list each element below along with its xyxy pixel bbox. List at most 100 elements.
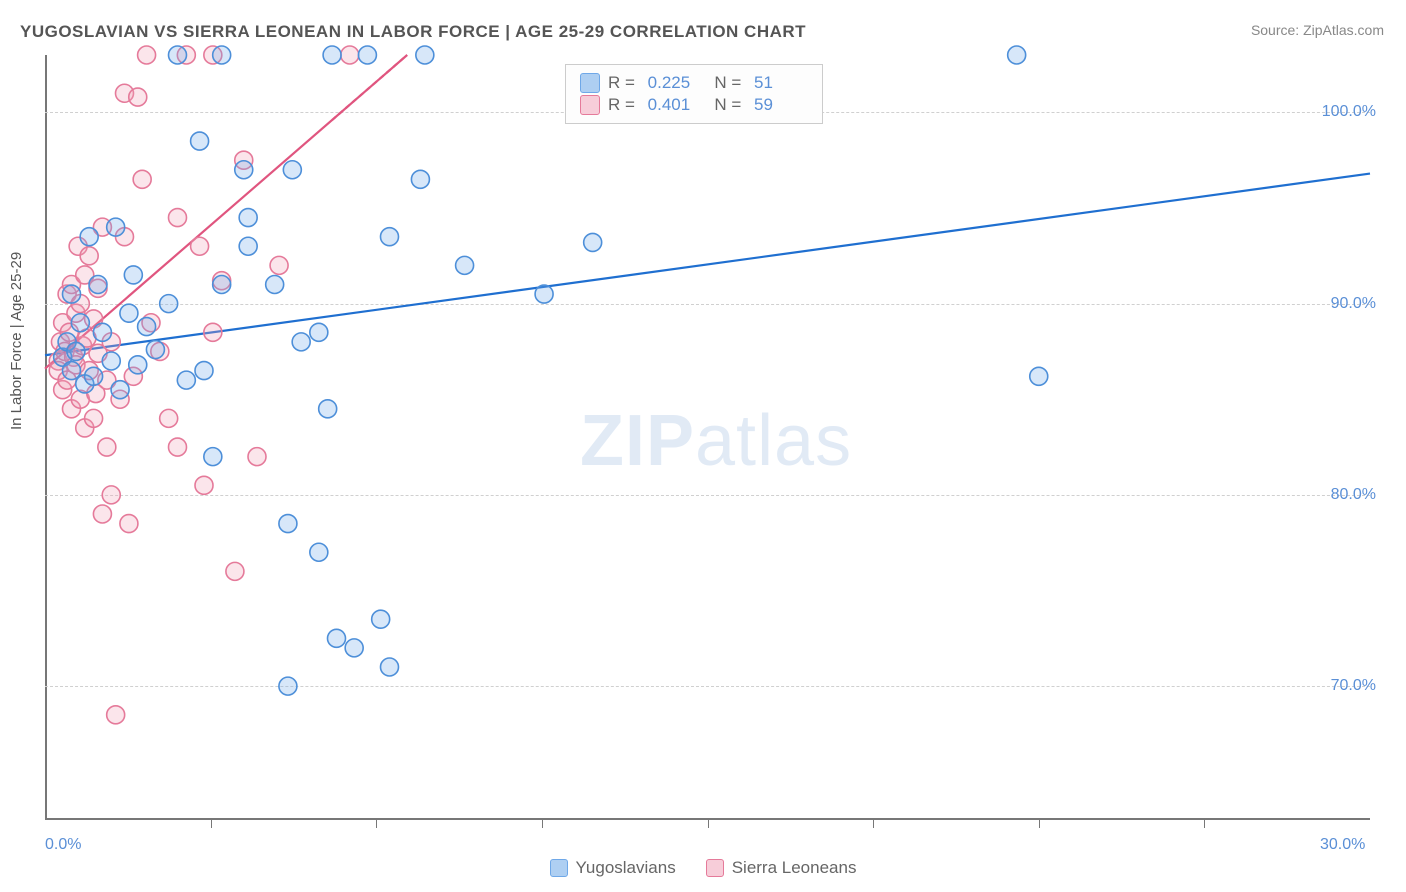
scatter-point [169, 209, 187, 227]
scatter-point [584, 233, 602, 251]
scatter-point [63, 362, 81, 380]
x-tick [708, 820, 709, 828]
x-tick-label: 30.0% [1320, 836, 1365, 854]
legend-r-label: R = [608, 73, 640, 93]
scatter-point [160, 409, 178, 427]
legend-r-value: 0.401 [648, 95, 702, 115]
scatter-point [381, 228, 399, 246]
scatter-point [204, 323, 222, 341]
scatter-point [235, 161, 253, 179]
scatter-point [169, 438, 187, 456]
scatter-point [102, 486, 120, 504]
legend-series: Yugoslavians Sierra Leoneans [0, 858, 1406, 878]
scatter-point [239, 209, 257, 227]
scatter-point [107, 218, 125, 236]
scatter-point [213, 46, 231, 64]
scatter-point [93, 505, 111, 523]
scatter-point [80, 228, 98, 246]
scatter-point [129, 88, 147, 106]
scatter-point [345, 639, 363, 657]
scatter-point [266, 276, 284, 294]
trendline [45, 174, 1370, 356]
legend-n-value: 51 [754, 73, 808, 93]
scatter-point [248, 448, 266, 466]
scatter-point [535, 285, 553, 303]
legend-swatch-icon [580, 73, 600, 93]
scatter-plot-svg [45, 55, 1370, 820]
legend-swatch-icon [706, 859, 724, 877]
scatter-point [191, 132, 209, 150]
scatter-point [372, 610, 390, 628]
scatter-point [146, 341, 164, 359]
scatter-point [292, 333, 310, 351]
scatter-point [71, 314, 89, 332]
legend-n-label: N = [710, 73, 746, 93]
x-tick [542, 820, 543, 828]
scatter-point [111, 381, 129, 399]
scatter-point [191, 237, 209, 255]
scatter-point [120, 515, 138, 533]
legend-n-label: N = [710, 95, 746, 115]
scatter-point [102, 352, 120, 370]
scatter-point [279, 515, 297, 533]
scatter-point [107, 706, 125, 724]
scatter-point [80, 247, 98, 265]
scatter-point [169, 46, 187, 64]
scatter-point [204, 448, 222, 466]
y-axis-label: In Labor Force | Age 25-29 [8, 252, 25, 430]
x-tick [376, 820, 377, 828]
scatter-point [310, 323, 328, 341]
x-tick [1039, 820, 1040, 828]
scatter-point [1008, 46, 1026, 64]
scatter-point [98, 438, 116, 456]
scatter-point [270, 256, 288, 274]
scatter-point [160, 295, 178, 313]
scatter-point [120, 304, 138, 322]
scatter-point [67, 342, 85, 360]
legend-series-label: Sierra Leoneans [732, 858, 857, 878]
legend-series-label: Yugoslavians [576, 858, 676, 878]
scatter-point [283, 161, 301, 179]
x-tick [873, 820, 874, 828]
scatter-point [416, 46, 434, 64]
source-label: Source: ZipAtlas.com [1251, 22, 1384, 38]
scatter-point [323, 46, 341, 64]
scatter-point [195, 362, 213, 380]
scatter-point [195, 476, 213, 494]
legend-swatch-icon [580, 95, 600, 115]
scatter-point [279, 677, 297, 695]
x-tick-label: 0.0% [45, 836, 81, 854]
scatter-point [310, 543, 328, 561]
chart-title: YUGOSLAVIAN VS SIERRA LEONEAN IN LABOR F… [20, 22, 806, 42]
legend-row: R = 0.401 N = 59 [580, 95, 808, 115]
scatter-point [456, 256, 474, 274]
legend-swatch-icon [550, 859, 568, 877]
scatter-point [129, 356, 147, 374]
legend-row: R = 0.225 N = 51 [580, 73, 808, 93]
scatter-point [133, 170, 151, 188]
legend-item: Yugoslavians [550, 858, 676, 878]
legend-item: Sierra Leoneans [706, 858, 857, 878]
scatter-point [124, 266, 142, 284]
legend-r-value: 0.225 [648, 73, 702, 93]
scatter-point [138, 318, 156, 336]
scatter-point [358, 46, 376, 64]
scatter-point [177, 371, 195, 389]
scatter-point [85, 409, 103, 427]
scatter-point [239, 237, 257, 255]
x-tick [1204, 820, 1205, 828]
scatter-point [319, 400, 337, 418]
scatter-point [328, 629, 346, 647]
scatter-point [63, 285, 81, 303]
scatter-point [213, 276, 231, 294]
scatter-point [93, 323, 111, 341]
scatter-point [1030, 367, 1048, 385]
scatter-point [411, 170, 429, 188]
scatter-point [226, 562, 244, 580]
x-tick [211, 820, 212, 828]
scatter-point [381, 658, 399, 676]
scatter-point [138, 46, 156, 64]
legend-r-label: R = [608, 95, 640, 115]
scatter-point [89, 276, 107, 294]
legend-correlation: R = 0.225 N = 51 R = 0.401 N = 59 [565, 64, 823, 124]
